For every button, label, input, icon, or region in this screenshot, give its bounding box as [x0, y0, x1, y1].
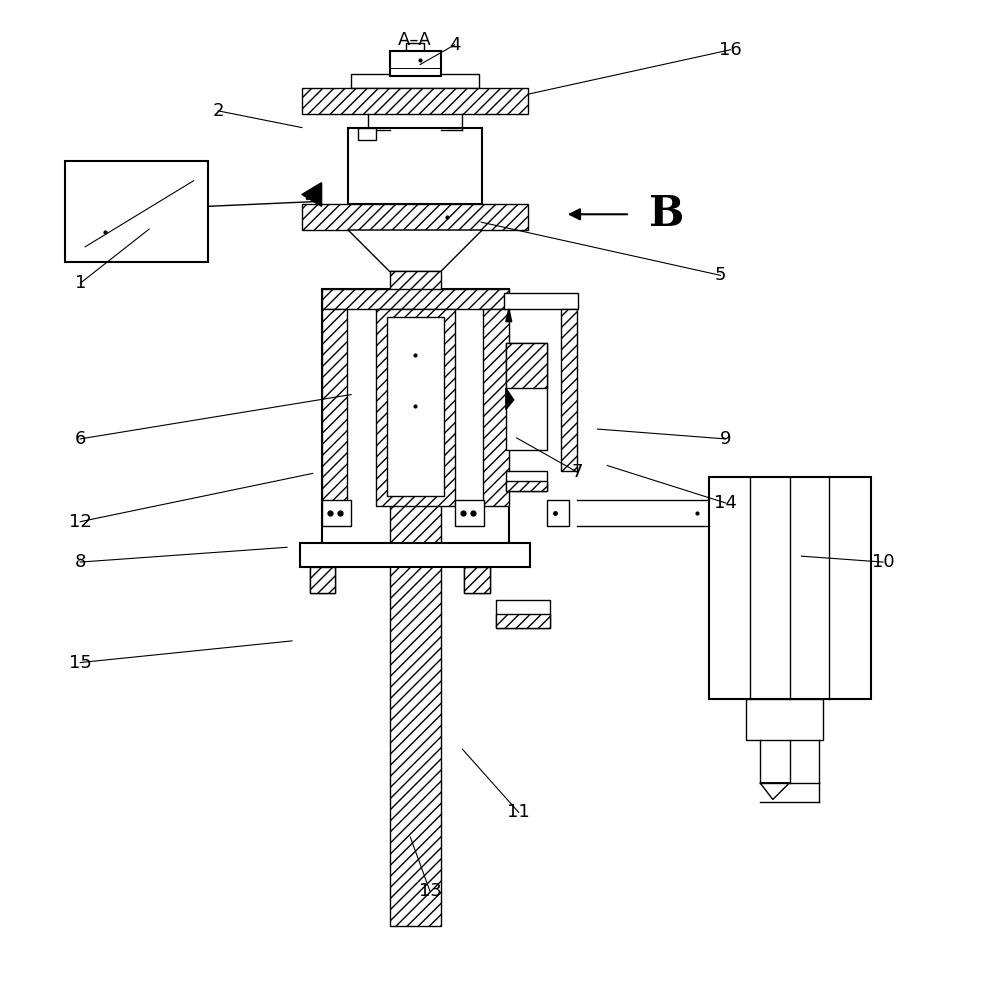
Bar: [351, 74, 479, 88]
Text: 11: 11: [507, 803, 530, 821]
Bar: [464, 567, 490, 593]
Bar: [300, 543, 531, 567]
Bar: [302, 204, 529, 230]
Bar: [65, 161, 208, 262]
Bar: [746, 699, 823, 740]
Text: 2: 2: [212, 102, 224, 120]
Bar: [496, 600, 550, 628]
Bar: [321, 289, 509, 563]
Text: 5: 5: [715, 266, 726, 284]
Bar: [506, 343, 547, 450]
Text: 15: 15: [69, 654, 92, 672]
Text: 8: 8: [74, 553, 86, 571]
Bar: [321, 289, 509, 309]
Text: 6: 6: [74, 430, 86, 448]
Text: 9: 9: [720, 430, 731, 448]
Polygon shape: [760, 783, 789, 800]
Bar: [561, 309, 577, 471]
Bar: [454, 500, 484, 526]
Text: 1: 1: [74, 274, 86, 292]
Text: 4: 4: [449, 36, 460, 54]
Bar: [464, 567, 490, 593]
Text: 7: 7: [572, 463, 584, 481]
Polygon shape: [506, 388, 514, 410]
Bar: [310, 567, 335, 593]
Text: 13: 13: [419, 882, 442, 900]
Bar: [310, 567, 335, 593]
Bar: [389, 51, 441, 76]
Bar: [389, 271, 441, 926]
Text: B: B: [649, 193, 684, 235]
Bar: [321, 500, 351, 526]
Bar: [547, 500, 569, 526]
Bar: [321, 309, 347, 506]
Text: 10: 10: [871, 553, 894, 571]
Bar: [708, 477, 871, 699]
Bar: [375, 309, 454, 506]
Bar: [506, 481, 547, 491]
Text: 14: 14: [714, 494, 737, 512]
Bar: [504, 293, 578, 309]
Bar: [358, 128, 375, 140]
Text: 16: 16: [719, 41, 742, 59]
Bar: [406, 43, 424, 65]
Bar: [348, 128, 482, 204]
Bar: [386, 317, 444, 496]
Bar: [506, 343, 547, 388]
Polygon shape: [348, 230, 482, 271]
Polygon shape: [506, 309, 512, 322]
Bar: [302, 88, 529, 114]
Text: A–A: A–A: [398, 31, 432, 49]
Polygon shape: [302, 183, 321, 206]
Text: 12: 12: [69, 513, 92, 531]
Bar: [506, 471, 547, 491]
Bar: [496, 614, 550, 628]
Bar: [483, 309, 509, 506]
